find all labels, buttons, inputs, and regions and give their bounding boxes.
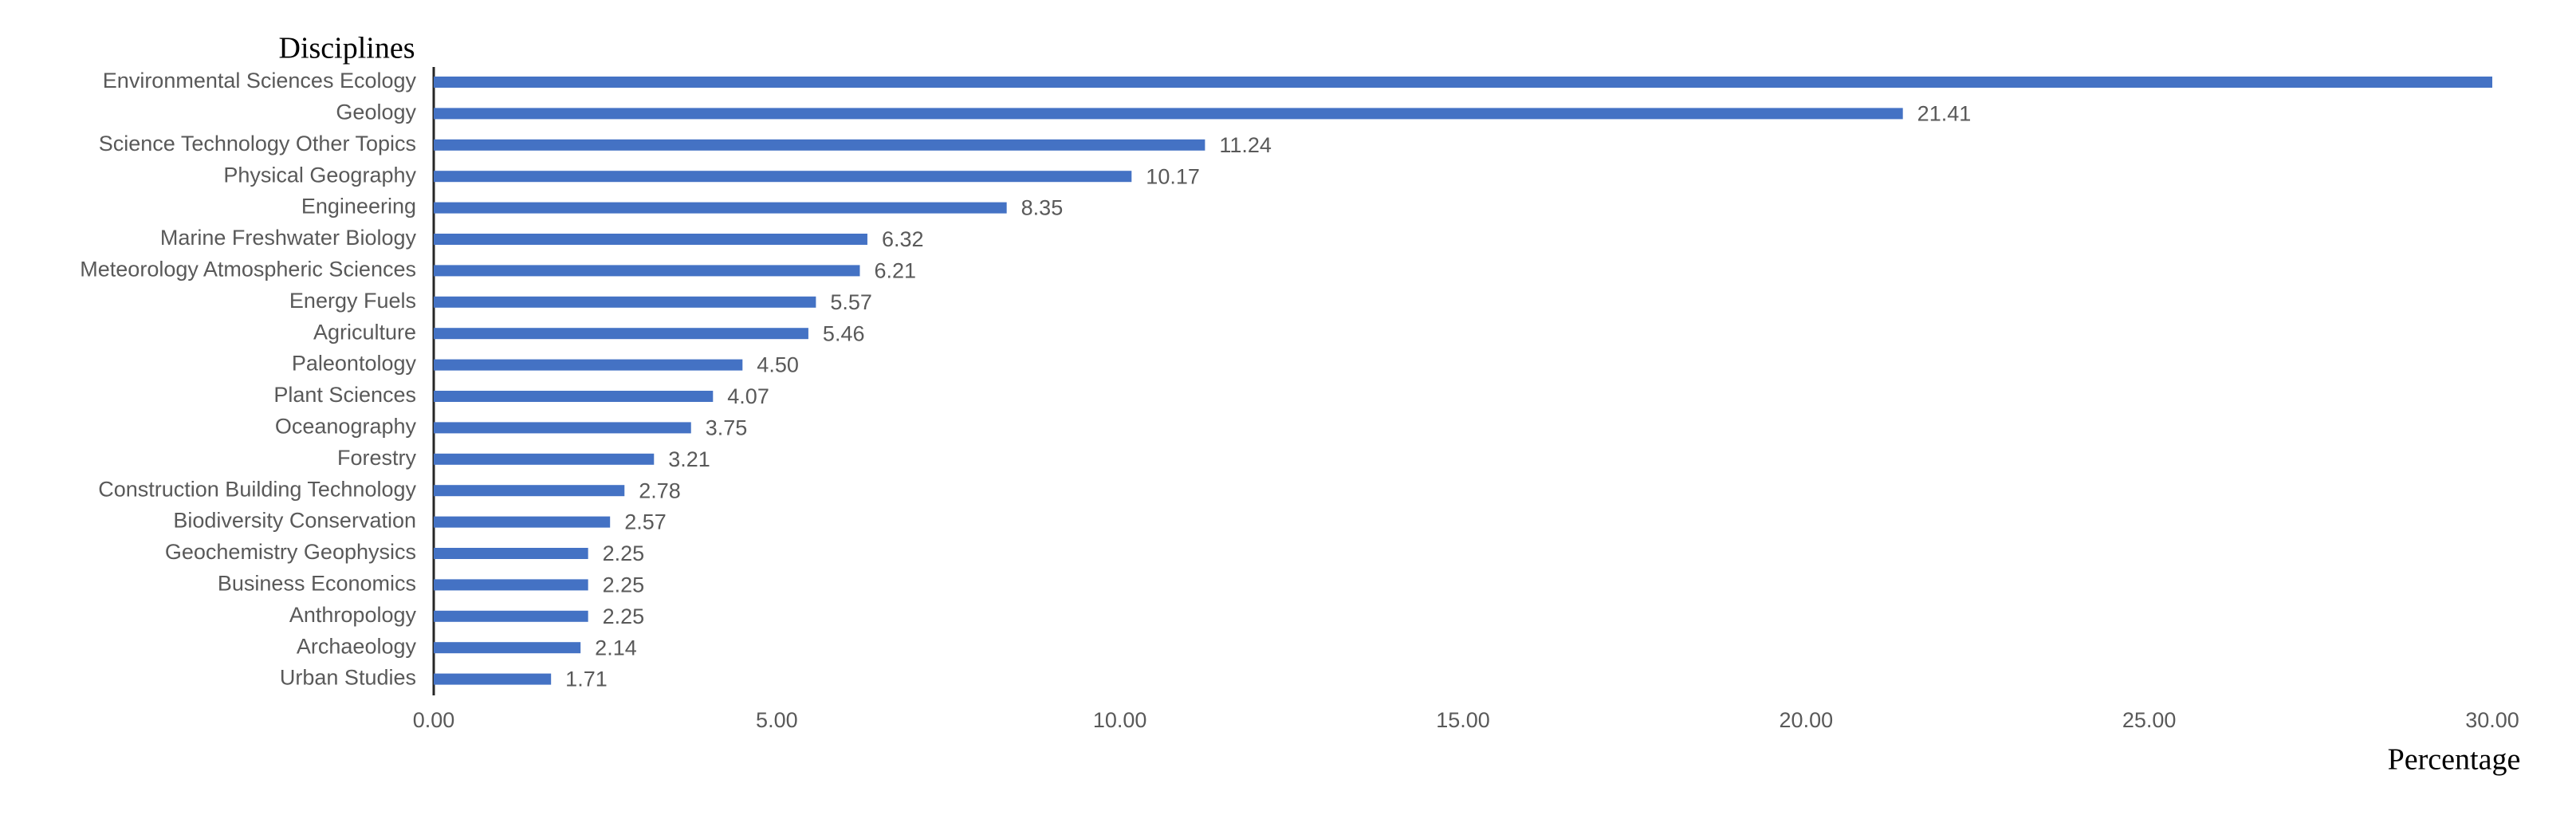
data-label: 5.57 [830,290,872,314]
data-label: 3.75 [706,416,748,440]
y-tick-label: Geochemistry Geophysics [165,540,416,564]
y-tick-label: Environmental Sciences Ecology [103,69,417,93]
y-tick-label: Oceanography [275,415,417,439]
y-tick-label: Archaeology [297,634,417,658]
bar [434,548,588,559]
bar [434,296,816,308]
data-label: 5.46 [823,321,865,345]
y-tick-label: Construction Building Technology [98,477,416,501]
data-label: 11.24 [1219,133,1272,157]
bar [434,422,691,434]
y-tick-label: Engineering [301,195,416,219]
x-tick-label: 10.00 [1093,708,1147,732]
data-label: 6.21 [874,259,916,283]
data-label: 1.71 [565,667,608,691]
y-tick-label: Anthropology [289,603,417,627]
y-tick-label: Meteorology Atmospheric Sciences [80,258,416,282]
bar [434,579,588,591]
bar [434,391,714,402]
y-tick-label: Geology [336,100,416,124]
bar [434,516,611,528]
bar [434,265,860,277]
y-tick-label: Energy Fuels [289,289,416,313]
y-tick-label: Agriculture [313,320,416,344]
data-label: 4.50 [757,353,799,377]
data-label: 2.25 [603,541,645,565]
bar [434,485,625,497]
data-label: 8.35 [1021,196,1064,220]
bar [434,642,581,654]
y-tick-label: Paleontology [292,352,417,376]
y-tick-label: Science Technology Other Topics [99,132,416,156]
data-label: 2.25 [603,604,645,628]
bar [434,610,588,622]
x-axis-title: Percentage [2388,743,2521,777]
bar [434,453,655,465]
x-tick-label: 5.00 [756,708,798,732]
data-label: 6.32 [882,227,924,251]
bar [434,139,1205,151]
bar [434,202,1007,214]
data-label: 2.57 [624,510,667,534]
data-label: 3.21 [668,447,710,471]
bar [434,77,2492,88]
y-tick-label: Physical Geography [223,163,416,187]
x-tick-label: 25.00 [2122,708,2177,732]
x-tick-label: 30.00 [2465,708,2519,732]
y-tick-label: Forestry [337,446,417,470]
data-label: 21.41 [1917,102,1972,126]
x-tick-label: 15.00 [1436,708,1490,732]
data-label: 4.07 [727,384,769,408]
bar [434,359,743,371]
y-tick-label: Marine Freshwater Biology [160,226,417,250]
bar [434,673,552,685]
y-tick-label: Biodiversity Conservation [173,509,416,533]
bar [434,108,1903,120]
bar [434,234,867,245]
bar [434,328,808,340]
x-tick-label: 20.00 [1780,708,1834,732]
data-label: 2.14 [595,636,637,659]
x-tick-label: 0.00 [413,708,455,732]
data-label: 2.25 [603,573,645,597]
y-tick-label: Business Economics [218,572,416,596]
y-tick-label: Plant Sciences [273,383,416,407]
y-tick-label: Urban Studies [280,666,416,690]
bar [434,171,1132,183]
data-label: 10.17 [1146,164,1200,188]
y-axis-title: Disciplines [279,32,415,65]
data-label: 2.78 [639,478,681,502]
